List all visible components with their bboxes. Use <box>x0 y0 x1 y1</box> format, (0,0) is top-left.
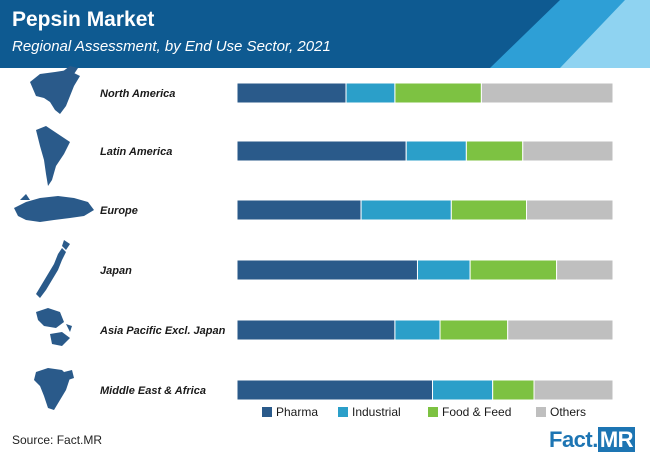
bar-segment <box>236 319 396 341</box>
bar-segment <box>507 319 614 341</box>
bar-segment <box>432 379 494 401</box>
map-icons-layer <box>14 66 94 410</box>
bar-segment <box>236 82 347 104</box>
stacked-bar-chart: North America Latin America Europe Japan Asi… <box>14 66 614 419</box>
bar-segment <box>492 379 535 401</box>
europe-map-icon <box>14 194 94 222</box>
bar-segment <box>522 140 614 162</box>
legend: Pharma Industrial Food & Feed Others <box>262 405 586 419</box>
bar-segment <box>394 82 482 104</box>
bar-segment <box>556 259 614 281</box>
chart-subtitle: Regional Assessment, by End Use Sector, … <box>12 38 331 55</box>
category-label: Latin America <box>100 146 172 158</box>
bar-segment <box>533 379 614 401</box>
bars-layer <box>236 82 614 401</box>
logo-suffix: MR <box>597 427 636 452</box>
category-label: North America <box>100 88 175 100</box>
bar-segment <box>405 140 467 162</box>
header-accent-light <box>560 0 650 68</box>
bar-segment <box>236 379 434 401</box>
category-label: Middle East & Africa <box>100 385 206 397</box>
source-note: Source: Fact.MR <box>12 433 103 447</box>
bar-segment <box>236 259 418 281</box>
legend-label: Industrial <box>352 405 401 419</box>
legend-swatch <box>428 407 438 417</box>
factmr-logo: Fact.MR <box>549 427 643 453</box>
bar-segment <box>469 259 558 281</box>
legend-label: Pharma <box>276 405 318 419</box>
header-background <box>0 0 650 68</box>
latin-america-map-icon <box>36 126 70 186</box>
japan-map-icon <box>36 240 70 298</box>
bar-segment <box>236 140 407 162</box>
bar-segment <box>480 82 614 104</box>
category-label: Europe <box>100 205 138 217</box>
logo-brand: Fact. <box>549 427 598 452</box>
category-label: Asia Pacific Excl. Japan <box>99 325 226 337</box>
bar-segment <box>439 319 509 341</box>
legend-swatch <box>338 407 348 417</box>
chart-title: Pepsin Market <box>12 8 155 31</box>
legend-label: Food & Feed <box>442 405 511 419</box>
bar-segment <box>360 199 452 221</box>
legend-swatch <box>262 407 272 417</box>
bar-segment <box>345 82 396 104</box>
category-label: Japan <box>100 265 132 277</box>
bar-segment <box>236 199 362 221</box>
bar-segment <box>450 199 528 221</box>
legend-label: Others <box>550 405 586 419</box>
north-america-map-icon <box>30 66 80 114</box>
bar-segment <box>416 259 471 281</box>
legend-swatch <box>536 407 546 417</box>
header-banner: Pepsin Market Regional Assessment, by En… <box>0 0 650 68</box>
category-labels-layer: North America Latin America Europe Japan Asi… <box>99 88 226 397</box>
bar-segment <box>526 199 614 221</box>
asia-pacific-map-icon <box>36 308 72 346</box>
bar-segment <box>394 319 441 341</box>
middle-east-africa-map-icon <box>34 368 74 410</box>
bar-segment <box>465 140 524 162</box>
